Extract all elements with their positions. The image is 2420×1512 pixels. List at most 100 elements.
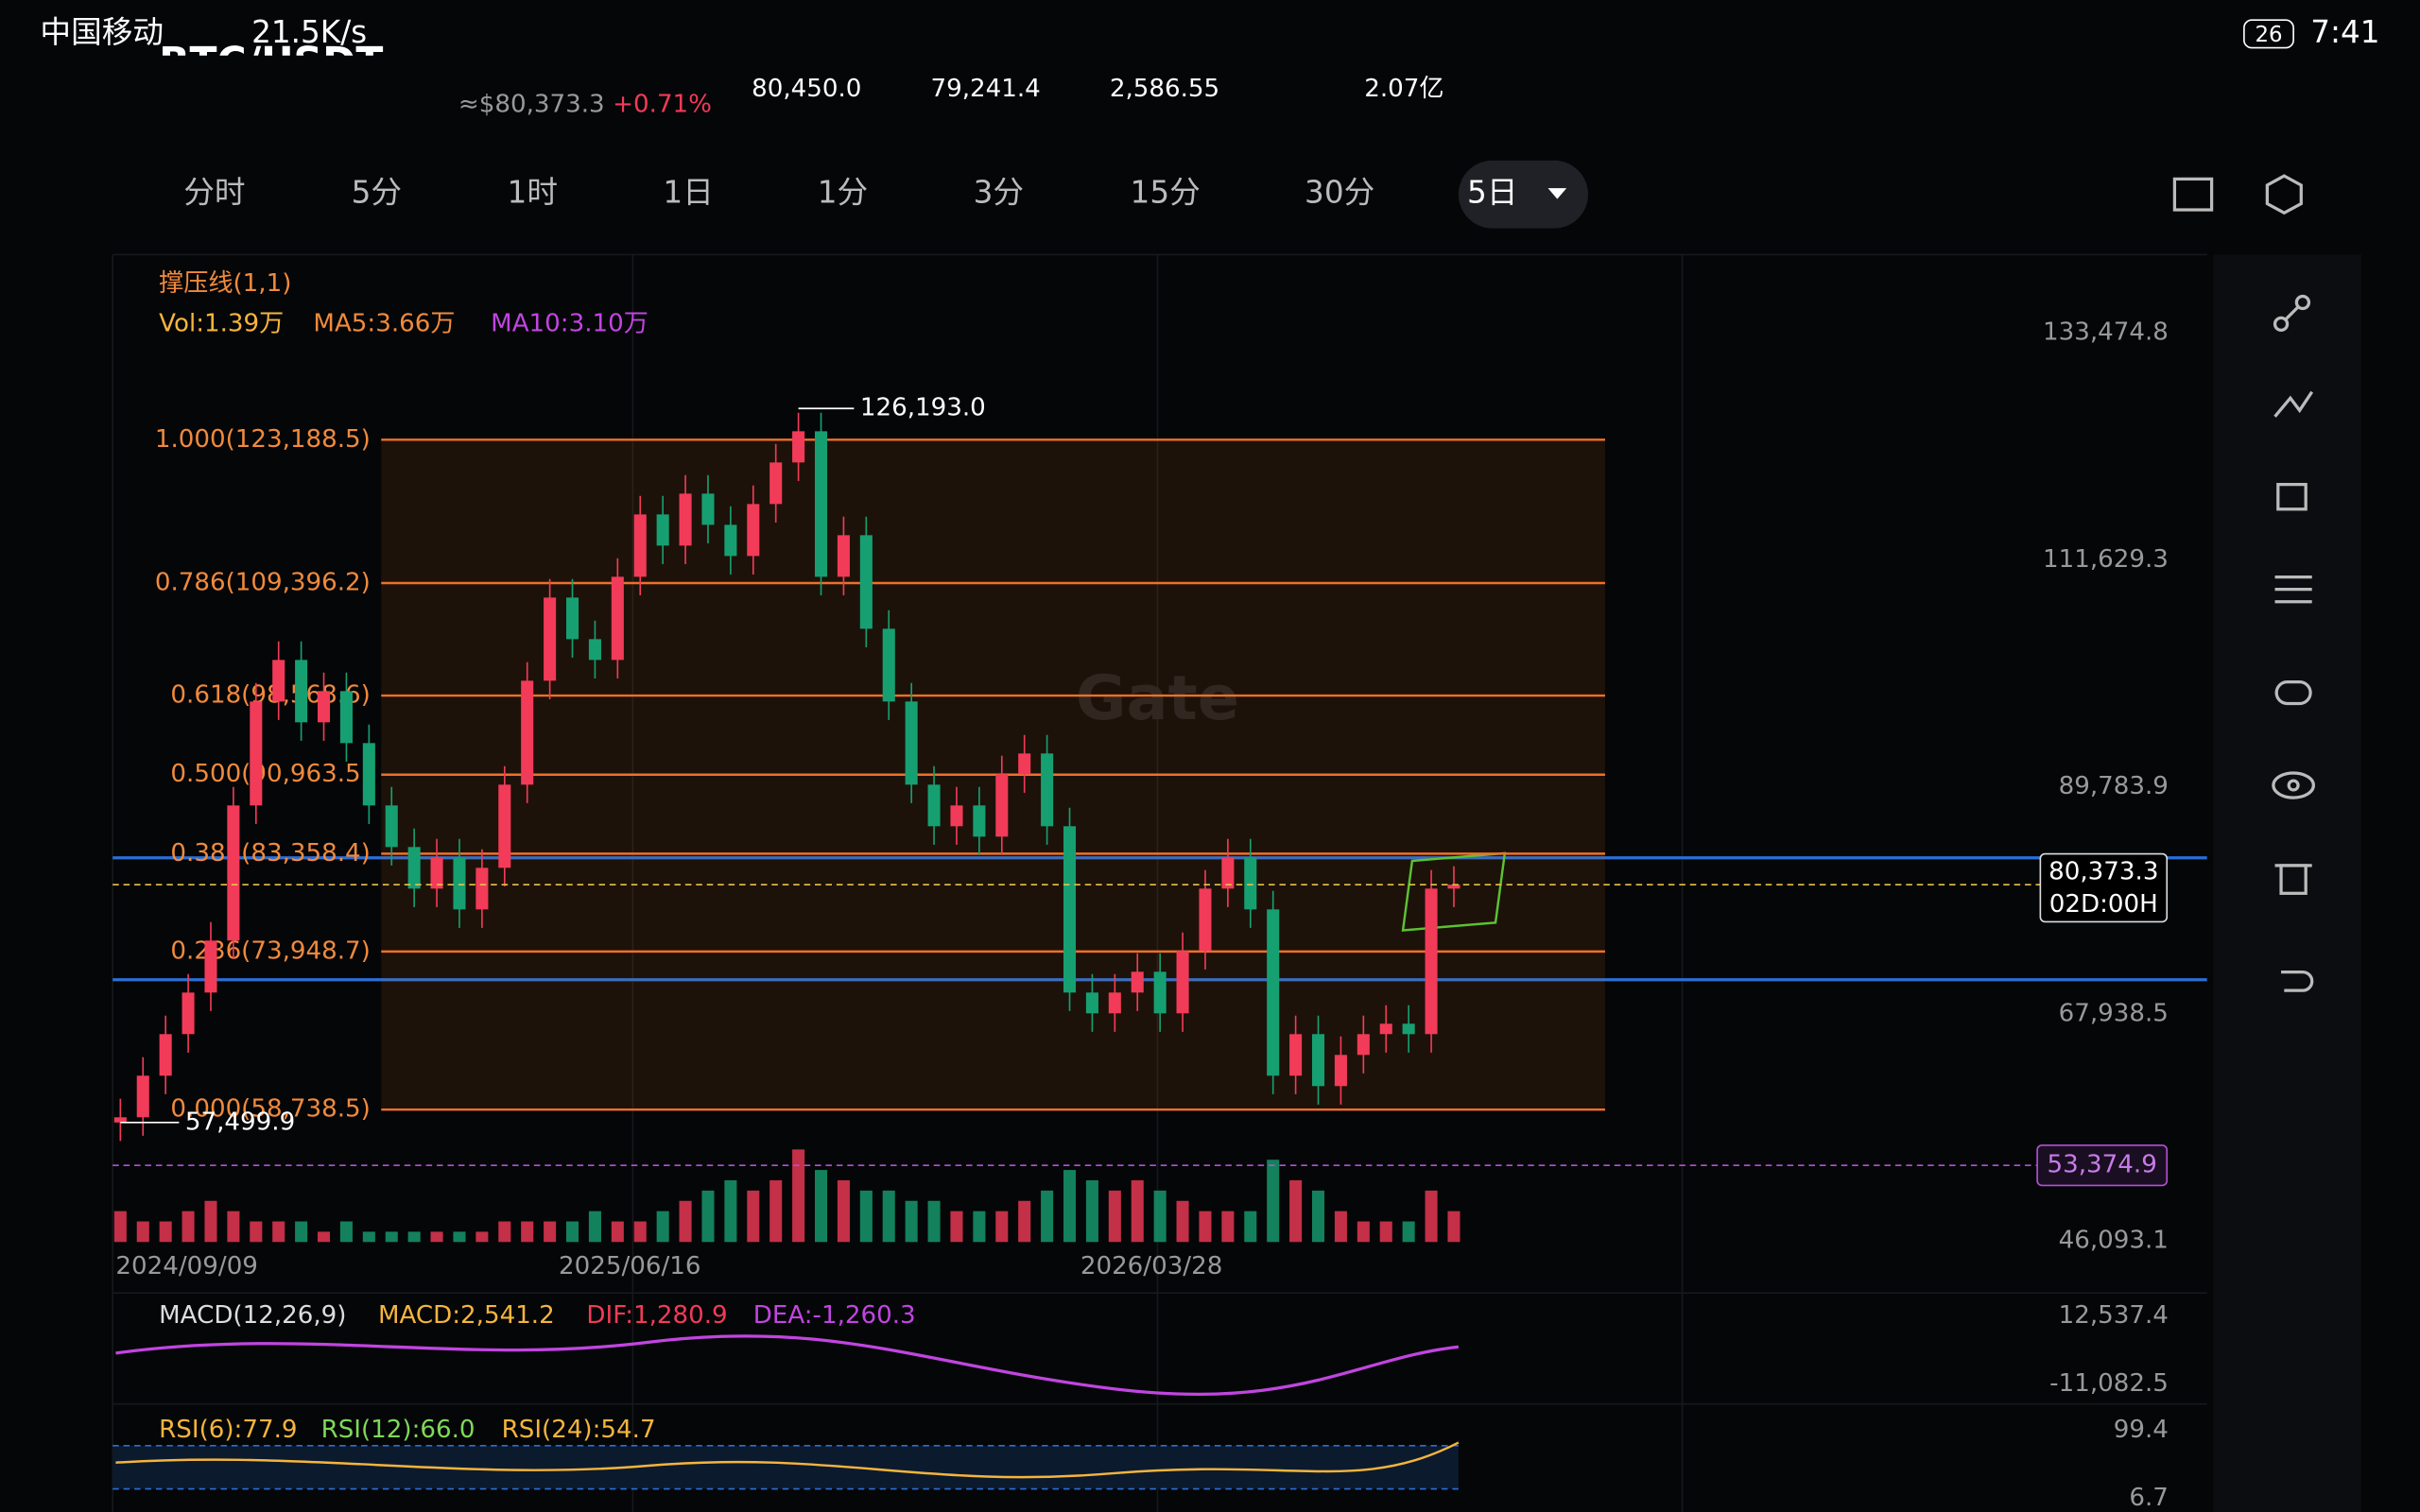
candle: [1153, 971, 1167, 1014]
candle: [182, 992, 195, 1035]
candle: [521, 680, 534, 785]
candle: [837, 535, 850, 577]
volume-bar: [407, 1231, 421, 1243]
candle: [995, 774, 1009, 837]
volume-bar: [1131, 1179, 1144, 1243]
candle: [1063, 826, 1077, 993]
volume-bar: [1334, 1211, 1347, 1243]
toolbar-icons: [2172, 174, 2315, 992]
candle: [859, 535, 873, 629]
change: +0.71%: [613, 91, 712, 119]
volume-bar: [973, 1211, 986, 1243]
x-tick-label: 2024/09/09: [115, 1252, 258, 1280]
battery-icon: [2243, 19, 2294, 49]
timeframe-tab[interactable]: 1时: [508, 175, 558, 211]
timeframe-tab[interactable]: 15分: [1131, 175, 1201, 211]
fib-label: 0.382(83,358.4): [170, 839, 370, 868]
macd-tick: 12,537.4: [2059, 1301, 2169, 1330]
candle: [679, 493, 692, 546]
candle: [385, 805, 398, 848]
candle: [1334, 1055, 1347, 1087]
timeframe-tab[interactable]: 30分: [1305, 175, 1374, 211]
volume-bar: [227, 1211, 240, 1243]
candle: [362, 743, 375, 806]
volume-bar: [250, 1221, 263, 1243]
rsi-tick: 99.4: [2114, 1416, 2169, 1444]
timeframe-tab[interactable]: 3分: [974, 175, 1024, 211]
stat: 2.07亿: [1364, 75, 1443, 103]
volume-bar: [656, 1211, 669, 1243]
low-label: 57,499.9: [185, 1108, 295, 1136]
volume-bar: [1221, 1211, 1235, 1243]
volume-bar: [1108, 1190, 1121, 1243]
alert-price: 53,374.9: [2048, 1151, 2157, 1179]
volume-bar: [430, 1231, 443, 1243]
candle: [136, 1075, 149, 1118]
candle: [1425, 888, 1438, 1035]
candle: [295, 660, 308, 723]
y-tick-label: 67,938.5: [2059, 999, 2169, 1027]
x-tick-label: 2025/06/16: [559, 1252, 701, 1280]
timeframe-tab[interactable]: 分时: [183, 175, 245, 211]
candle: [317, 691, 331, 723]
vol-label: Vol:1.39万: [159, 309, 284, 337]
candle: [1041, 753, 1054, 827]
stat: 80,450.0: [752, 75, 861, 103]
candle: [204, 940, 217, 993]
fib-label: 1.000(123,188.5): [155, 425, 371, 454]
candle: [498, 784, 511, 868]
stat: 2,586.55: [1110, 75, 1219, 103]
clock: 7:41: [2310, 14, 2379, 50]
timeframe-tab[interactable]: 1日: [663, 175, 713, 211]
volume-bar: [498, 1221, 511, 1243]
y-tick-label: 133,474.8: [2043, 318, 2169, 347]
rsi-band: [112, 1445, 1459, 1489]
timeframe-tab[interactable]: 1分: [818, 175, 868, 211]
volume-bar: [272, 1221, 285, 1243]
y-tick-label: 89,783.9: [2059, 772, 2169, 800]
last-price-tag: [2039, 852, 2169, 923]
candle: [633, 514, 647, 577]
candle: [565, 597, 579, 640]
candle: [544, 597, 557, 681]
candle: [814, 431, 828, 577]
volume-bar: [837, 1179, 850, 1243]
volume-bar: [1447, 1211, 1461, 1243]
timeframe-tab[interactable]: 5日: [1467, 175, 1517, 211]
volume-bar: [882, 1190, 895, 1243]
volume-bar: [295, 1221, 308, 1243]
volume-bar: [1289, 1179, 1303, 1243]
candle: [407, 847, 421, 889]
volume-bar: [475, 1231, 489, 1243]
volume-bar: [204, 1200, 217, 1243]
drawn-channel: [1401, 851, 1507, 932]
volume-bar: [588, 1211, 601, 1243]
macd-label: MACD(12,26,9): [159, 1301, 346, 1330]
candle: [1379, 1023, 1392, 1035]
candle: [747, 504, 760, 557]
candle: [950, 805, 963, 827]
watermark: Gate: [1076, 662, 1239, 734]
volume-bar: [1267, 1160, 1280, 1243]
candle: [453, 857, 466, 910]
candle: [1447, 885, 1461, 889]
volume-bar: [814, 1170, 828, 1243]
panel-grid: [112, 253, 2207, 1512]
x-tick-label: 2026/03/28: [1080, 1252, 1222, 1280]
last-price: 80,373.3: [2048, 858, 2158, 886]
volume-bar: [1063, 1170, 1077, 1243]
candle: [1221, 857, 1235, 889]
countdown: 02D:00H: [2049, 890, 2158, 919]
candle: [882, 628, 895, 702]
approx-price: ≈$80,373.3: [458, 91, 605, 119]
timeframe-tab[interactable]: 5分: [352, 175, 402, 211]
volume-bar: [859, 1190, 873, 1243]
rsi-label: RSI(12):66.0: [321, 1416, 475, 1444]
y-tick-label: 111,629.3: [2043, 545, 2169, 574]
volume-bar: [339, 1221, 353, 1243]
carrier: 中国移动: [40, 14, 164, 50]
candle: [227, 805, 240, 941]
candle: [1131, 971, 1144, 993]
candle: [159, 1034, 172, 1076]
volume-bar: [701, 1190, 715, 1243]
